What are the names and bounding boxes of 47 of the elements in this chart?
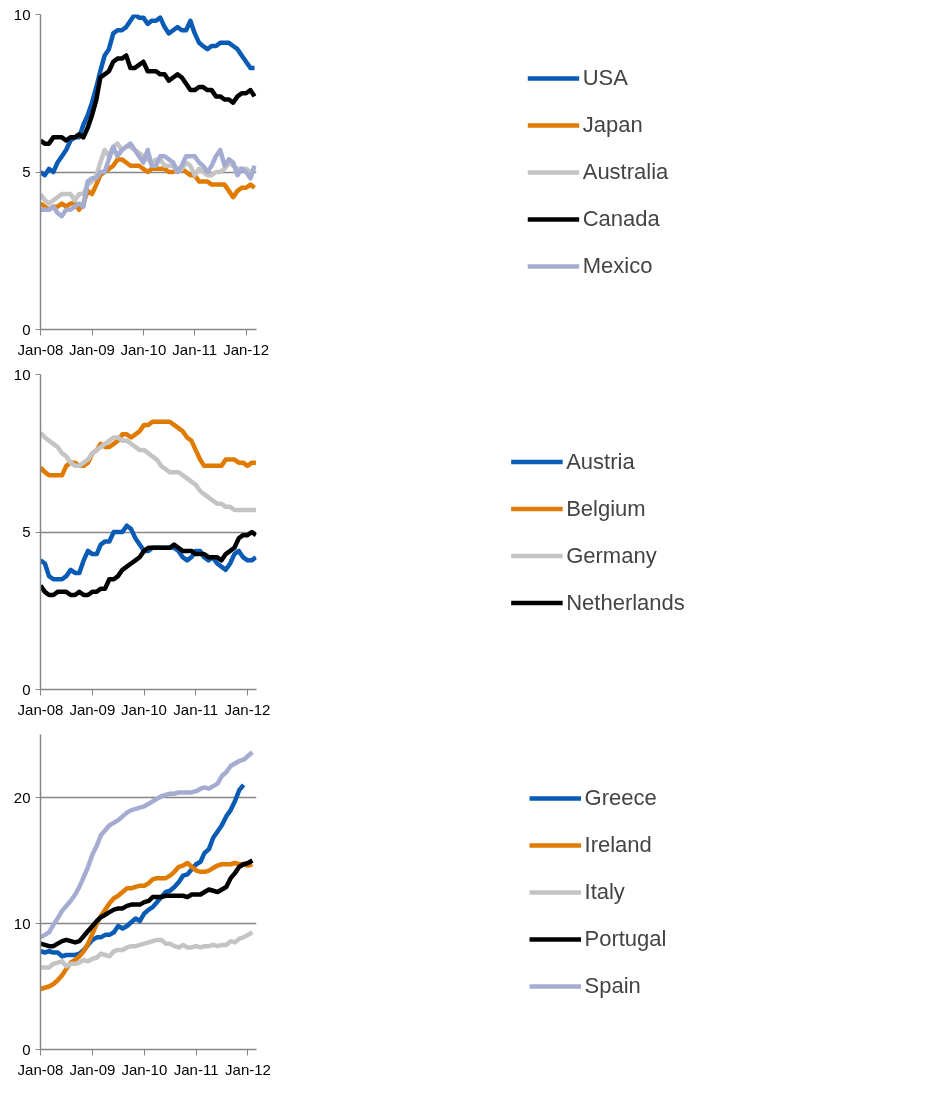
line-series [40, 858, 255, 949]
legend-label: Germany [566, 542, 657, 568]
x-tick-label: Jan-09 [69, 340, 115, 358]
y-tick-label: 0 [22, 1040, 31, 1058]
x-tick-label: Jan-12 [223, 340, 270, 358]
legend-label: Greece [584, 784, 657, 811]
y-tick-label: 5 [22, 163, 31, 180]
legend-label: Austria [566, 448, 635, 474]
x-tick-label: Jan-08 [17, 340, 64, 358]
line-series [40, 53, 257, 146]
legend-label: Australia [582, 158, 669, 185]
legend-label: Ireland [584, 831, 652, 858]
legend-label: Canada [582, 205, 660, 232]
y-tick-label: 10 [13, 5, 31, 23]
y-tick-label: 10 [13, 365, 31, 383]
legend-label: Japan [582, 111, 643, 138]
x-tick-label: Jan-08 [17, 1060, 64, 1078]
x-tick-label: Jan-11 [173, 700, 219, 718]
y-tick-label: 5 [22, 523, 31, 540]
legend-label: Netherlands [566, 589, 685, 615]
legend-label: USA [582, 64, 628, 91]
x-tick-label: Jan-11 [173, 1060, 219, 1078]
x-tick-label: Jan-11 [172, 340, 218, 358]
line-series [40, 14, 257, 178]
legend-label: Spain [584, 972, 641, 999]
y-tick-label: 0 [22, 680, 31, 698]
x-tick-label: Jan-10 [121, 1060, 168, 1078]
x-tick-label: Jan-10 [120, 340, 167, 358]
legend-label: Mexico [582, 252, 653, 279]
x-tick-label: Jan-09 [69, 700, 116, 718]
x-tick-label: Jan-09 [69, 1060, 116, 1078]
line-series [40, 529, 257, 598]
legend-label: Portugal [584, 925, 667, 952]
x-tick-label: Jan-12 [225, 1060, 271, 1078]
legend-label: Italy [584, 878, 625, 905]
line-series [40, 430, 257, 513]
legend-label: Belgium [566, 495, 646, 521]
x-tick-label: Jan-08 [17, 700, 64, 718]
y-tick-label: 0 [22, 320, 31, 338]
x-tick-label: Jan-10 [121, 700, 167, 718]
line-series [40, 749, 255, 940]
x-tick-label: Jan-12 [224, 700, 271, 718]
line-series [40, 930, 255, 970]
y-tick-label: 20 [13, 788, 31, 806]
line-series [40, 141, 257, 219]
y-tick-label: 10 [13, 914, 31, 932]
line-series [40, 782, 246, 959]
